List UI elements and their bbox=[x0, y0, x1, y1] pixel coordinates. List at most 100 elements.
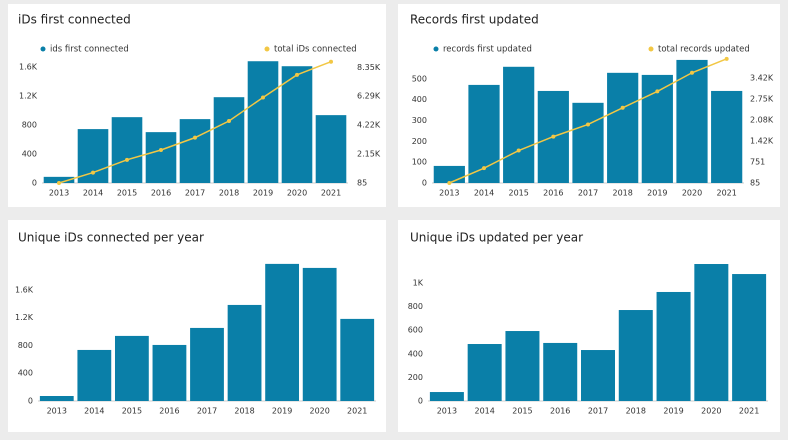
y-tick-label: 0 bbox=[418, 397, 423, 406]
x-tick-label: 2017 bbox=[588, 407, 608, 416]
y-tick-label: 0 bbox=[422, 179, 427, 188]
bar bbox=[227, 304, 262, 401]
bar bbox=[190, 327, 224, 401]
x-tick-label: 2016 bbox=[550, 407, 570, 416]
bar bbox=[179, 119, 211, 183]
line-point bbox=[447, 181, 452, 185]
line-point bbox=[57, 181, 61, 185]
legend-marker bbox=[433, 46, 439, 52]
y2-tick-label: 85 bbox=[750, 179, 760, 188]
legend-marker bbox=[40, 46, 46, 52]
y-tick-label: 600 bbox=[408, 326, 423, 335]
y-tick-label: 200 bbox=[412, 137, 427, 146]
y2-tick-label: 3.42K bbox=[750, 73, 774, 82]
bar bbox=[213, 97, 245, 183]
bar bbox=[340, 318, 375, 401]
bar bbox=[656, 291, 691, 401]
x-tick-label: 2015 bbox=[122, 407, 142, 416]
x-tick-label: 2021 bbox=[321, 189, 341, 198]
bar bbox=[111, 117, 143, 183]
line-point bbox=[159, 147, 163, 152]
y-tick-label: 1K bbox=[413, 279, 424, 288]
bar bbox=[281, 66, 313, 183]
chart-title: iDs first connected bbox=[18, 13, 131, 27]
bar bbox=[732, 274, 767, 401]
line-point bbox=[655, 89, 660, 94]
y-tick-label: 0 bbox=[28, 397, 33, 406]
line-point bbox=[261, 95, 265, 100]
x-tick-label: 2017 bbox=[197, 407, 217, 416]
bar bbox=[467, 344, 502, 401]
y-tick-label: 400 bbox=[22, 150, 37, 159]
x-tick-label: 2020 bbox=[701, 407, 721, 416]
x-tick-label: 2015 bbox=[512, 407, 532, 416]
line-point bbox=[620, 105, 625, 110]
line-point bbox=[295, 72, 299, 77]
line-point bbox=[193, 135, 197, 140]
x-tick-label: 2017 bbox=[578, 189, 598, 198]
legend-label: total iDs connected bbox=[274, 45, 357, 55]
bar bbox=[433, 165, 465, 183]
bar bbox=[77, 349, 112, 401]
bar bbox=[572, 102, 604, 183]
line-point bbox=[227, 119, 231, 124]
x-tick-label: 2013 bbox=[439, 189, 459, 198]
chart-title: Unique iDs updated per year bbox=[410, 231, 583, 245]
y-tick-label: 100 bbox=[412, 158, 427, 167]
y2-tick-label: 1.42K bbox=[750, 136, 774, 145]
x-tick-label: 2014 bbox=[83, 189, 103, 198]
line-point bbox=[724, 56, 729, 61]
bar bbox=[152, 344, 187, 401]
legend-marker bbox=[648, 46, 654, 52]
x-tick-label: 2018 bbox=[219, 189, 239, 198]
legend-label: ids first connected bbox=[50, 45, 129, 55]
bar bbox=[505, 331, 540, 401]
bar bbox=[607, 72, 639, 183]
chart-title: Unique iDs connected per year bbox=[18, 231, 204, 245]
chart-title: Records first updated bbox=[410, 13, 539, 27]
y2-tick-label: 751 bbox=[750, 157, 765, 166]
bar bbox=[265, 263, 300, 401]
x-tick-label: 2019 bbox=[253, 189, 273, 198]
legend-label: records first updated bbox=[443, 45, 532, 55]
y-tick-label: 1.2K bbox=[15, 313, 34, 322]
x-tick-label: 2014 bbox=[474, 189, 494, 198]
x-tick-label: 2020 bbox=[287, 189, 307, 198]
x-tick-label: 2018 bbox=[234, 407, 254, 416]
x-tick-label: 2019 bbox=[647, 189, 667, 198]
x-tick-label: 2013 bbox=[47, 407, 67, 416]
x-tick-label: 2021 bbox=[716, 189, 736, 198]
x-tick-label: 2016 bbox=[151, 189, 171, 198]
y-tick-label: 400 bbox=[412, 95, 427, 104]
y2-tick-label: 6.29K bbox=[357, 92, 381, 101]
bar bbox=[503, 66, 535, 183]
x-tick-label: 2019 bbox=[663, 407, 683, 416]
x-tick-label: 2021 bbox=[739, 407, 759, 416]
y-tick-label: 800 bbox=[408, 302, 423, 311]
bar bbox=[315, 115, 347, 183]
y2-tick-label: 2.75K bbox=[750, 94, 774, 103]
x-tick-label: 2020 bbox=[309, 407, 329, 416]
y2-tick-label: 2.08K bbox=[750, 116, 774, 125]
bar bbox=[694, 264, 729, 401]
y-tick-label: 400 bbox=[408, 349, 423, 358]
bar bbox=[618, 310, 653, 401]
y2-tick-label: 85 bbox=[357, 179, 367, 188]
bar bbox=[43, 176, 75, 183]
y-tick-label: 1.6K bbox=[15, 285, 34, 294]
x-tick-label: 2016 bbox=[159, 407, 179, 416]
x-tick-label: 2021 bbox=[347, 407, 367, 416]
x-tick-label: 2017 bbox=[185, 189, 205, 198]
legend-label: total records updated bbox=[658, 45, 750, 55]
x-tick-label: 2015 bbox=[117, 189, 137, 198]
bar bbox=[676, 59, 708, 183]
y2-tick-label: 8.35K bbox=[357, 63, 381, 72]
x-tick-label: 2014 bbox=[474, 407, 494, 416]
y-tick-label: 800 bbox=[18, 341, 33, 350]
bar bbox=[543, 342, 578, 401]
x-tick-label: 2013 bbox=[49, 189, 69, 198]
bar bbox=[711, 90, 743, 183]
y-tick-label: 1.2K bbox=[19, 92, 38, 101]
